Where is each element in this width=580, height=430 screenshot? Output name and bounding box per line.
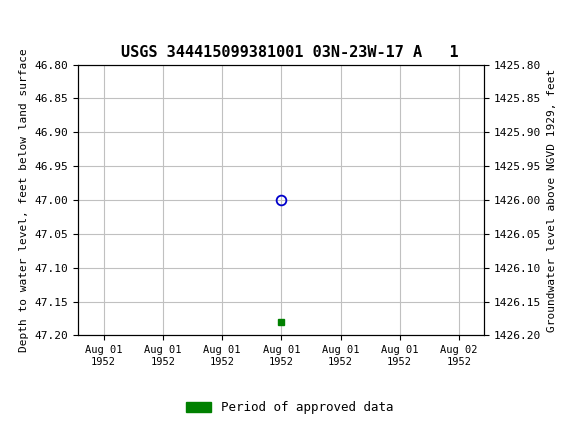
Legend: Period of approved data: Period of approved data xyxy=(181,396,399,419)
Text: USGS: USGS xyxy=(44,12,112,33)
Y-axis label: Groundwater level above NGVD 1929, feet: Groundwater level above NGVD 1929, feet xyxy=(547,68,557,332)
Y-axis label: Depth to water level, feet below land surface: Depth to water level, feet below land su… xyxy=(19,48,29,352)
Text: USGS 344415099381001 03N-23W-17 A   1: USGS 344415099381001 03N-23W-17 A 1 xyxy=(121,45,459,60)
